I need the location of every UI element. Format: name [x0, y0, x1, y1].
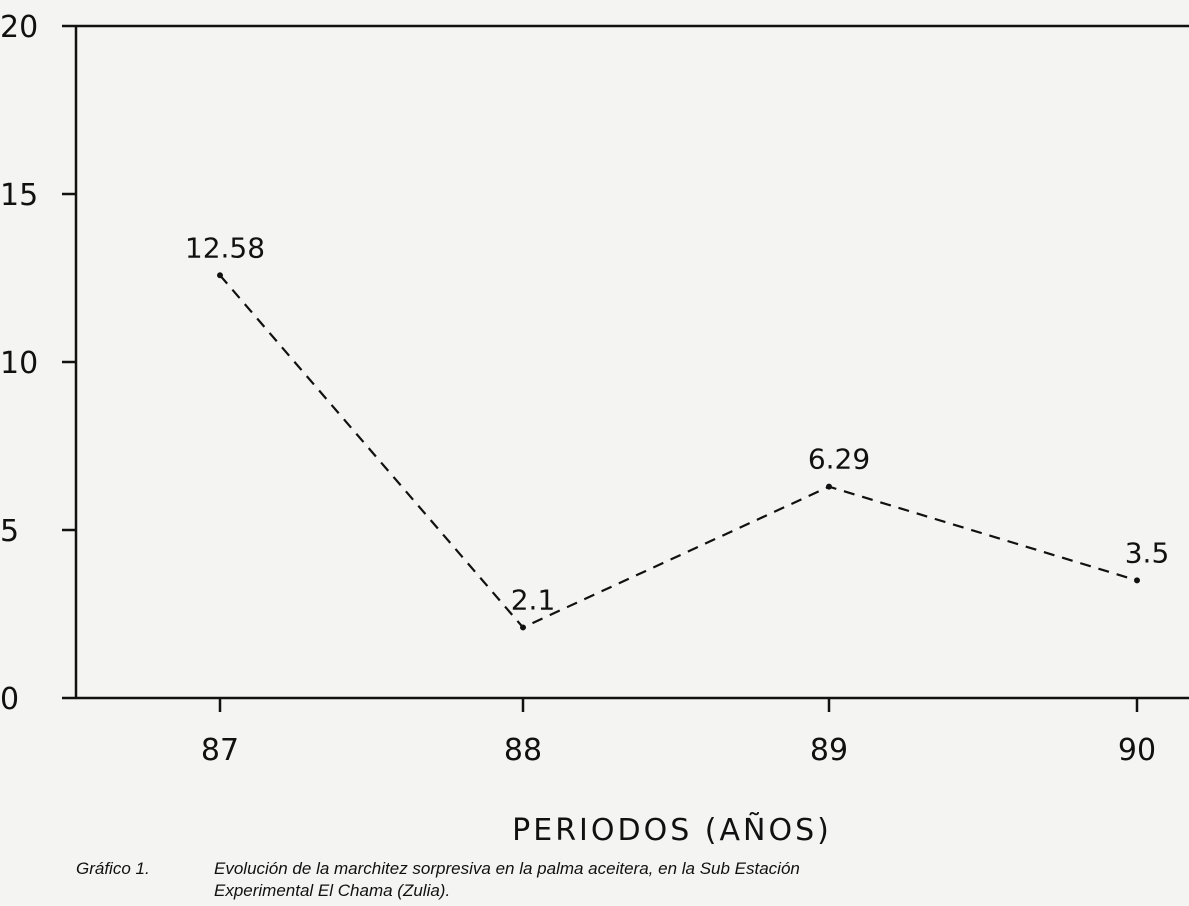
y-axis-ticks: 0 5 10 15 20: [0, 10, 76, 717]
y-tick-label: 5: [0, 514, 19, 549]
data-point: [1134, 577, 1140, 584]
data-label: 12.58: [185, 231, 265, 264]
caption-line-2: Experimental El Chama (Zulia).: [214, 881, 451, 900]
x-axis-ticks: 87 88 89 90: [201, 698, 1156, 768]
chart: 0 5 10 15 20 87 88 89 90 12.58 2.1 6.29 3.5 PERIOD…: [0, 10, 1189, 848]
data-labels: 12.58 2.1 6.29 3.5: [185, 231, 1169, 616]
data-label: 3.5: [1125, 536, 1170, 569]
y-tick-label: 20: [0, 10, 38, 45]
caption-number: Gráfico 1.: [76, 859, 150, 878]
y-tick-label: 10: [0, 346, 38, 381]
data-label: 6.29: [808, 443, 870, 476]
figure-caption: Gráfico 1. Evolución de la marchitez sorp…: [76, 858, 1156, 902]
caption-line-1: Evolución de la marchitez sorpresiva en …: [214, 859, 800, 878]
series-line: [219, 274, 1138, 629]
data-point: [826, 483, 832, 490]
y-tick-label: 0: [0, 682, 19, 717]
chart-series: [217, 272, 1140, 631]
x-tick-label: 87: [201, 733, 239, 768]
x-tick-label: 88: [504, 733, 542, 768]
data-point: [217, 272, 223, 279]
data-point: [520, 624, 526, 631]
x-axis-title: PERIODOS (AÑOS): [512, 812, 832, 848]
chart-axes: [74, 24, 1189, 700]
x-tick-label: 89: [810, 733, 848, 768]
x-tick-label: 90: [1118, 733, 1156, 768]
y-tick-label: 15: [0, 178, 38, 213]
data-label: 2.1: [511, 583, 556, 616]
